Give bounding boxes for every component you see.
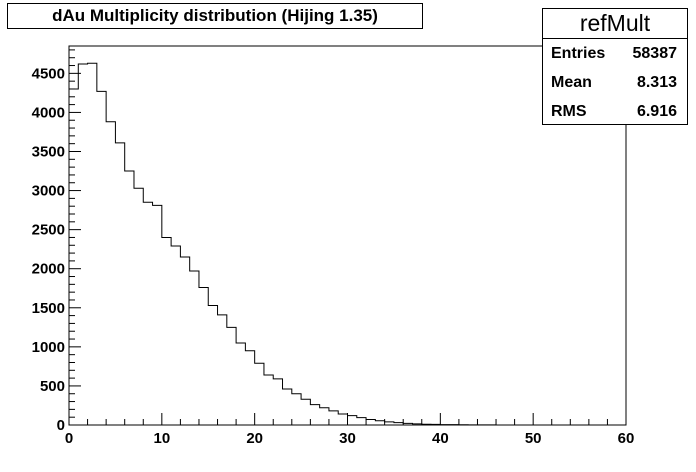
y-tick-label: 3000: [32, 183, 65, 200]
stats-box: refMult Entries 58387 Mean 8.313 RMS 6.9…: [542, 8, 688, 125]
chart-title: dAu Multiplicity distribution (Hijing 1.…: [52, 6, 378, 25]
stats-label: RMS: [551, 102, 587, 120]
y-tick-label: 1000: [32, 339, 65, 356]
y-tick-label: 1500: [32, 300, 65, 317]
stats-row-entries: Entries 58387: [543, 39, 687, 68]
x-tick-label: 10: [153, 430, 170, 447]
stats-row-rms: RMS 6.916: [543, 97, 687, 126]
x-tick-label: 50: [525, 430, 542, 447]
histogram-series: [68, 62, 626, 426]
x-tick-label: 30: [339, 430, 356, 447]
x-tick-label: 40: [432, 430, 449, 447]
stats-row-mean: Mean 8.313: [543, 68, 687, 97]
y-axis: 0 500 1000 1500 2000 2500 3000 3500 4000 4500: [32, 49, 81, 434]
y-tick-label: 500: [40, 378, 65, 395]
x-tick-label: 60: [618, 430, 635, 447]
y-tick-label: 2000: [32, 261, 65, 278]
chart-title-box: dAu Multiplicity distribution (Hijing 1.…: [7, 3, 423, 29]
y-tick-label: 0: [57, 417, 65, 434]
stats-value: 8.313: [636, 73, 677, 91]
stats-value: 58387: [632, 44, 678, 62]
y-tick-label: 4500: [32, 65, 65, 82]
stats-label: Entries: [551, 44, 606, 62]
y-tick-label: 3500: [32, 143, 65, 160]
x-tick-label: 0: [65, 430, 73, 447]
stats-label: Mean: [551, 73, 592, 91]
x-tick-label: 20: [246, 430, 263, 447]
y-tick-label: 4000: [32, 104, 65, 121]
stats-value: 6.916: [636, 102, 677, 120]
stats-histogram-name: refMult: [543, 9, 687, 39]
histogram-steps: [68, 62, 626, 426]
y-tick-label: 2500: [32, 222, 65, 239]
x-axis: 0 10 20 30 40 50 60: [65, 413, 635, 447]
